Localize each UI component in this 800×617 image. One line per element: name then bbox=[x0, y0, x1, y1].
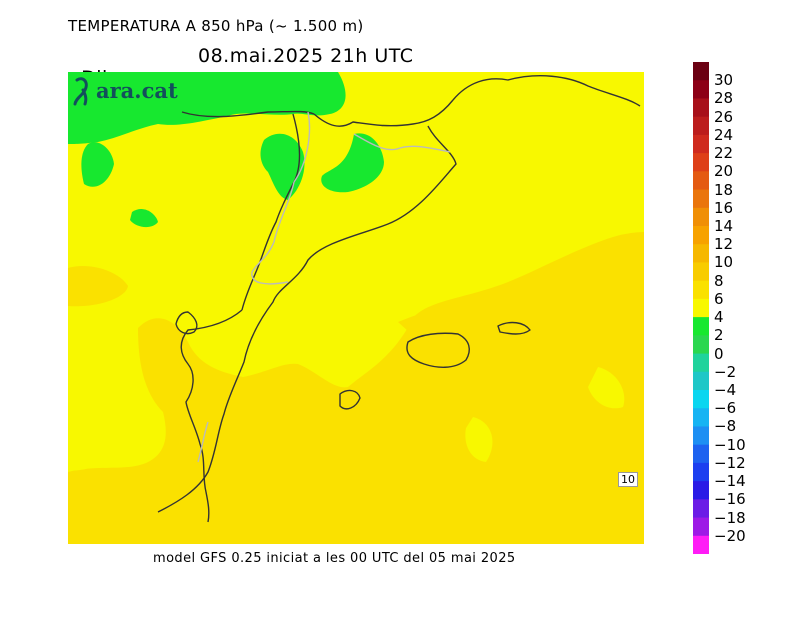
colorbar-label: 4 bbox=[714, 308, 724, 327]
colorbar-label: 18 bbox=[714, 180, 734, 199]
colorbar-label: −20 bbox=[714, 526, 746, 545]
colorbar-swatch bbox=[693, 426, 709, 446]
coastlines bbox=[157, 75, 641, 523]
colorbar-label: −18 bbox=[714, 508, 746, 527]
colorbar-label: 30 bbox=[714, 71, 734, 90]
colorbar-swatch bbox=[693, 262, 709, 282]
chart-title: TEMPERATURA A 850 hPa (~ 1.500 m) bbox=[68, 17, 364, 35]
colorbar-swatch bbox=[693, 462, 709, 482]
colorbar-label: −4 bbox=[714, 381, 737, 399]
colorbar-swatch bbox=[693, 390, 709, 409]
colorbar-swatch bbox=[693, 481, 709, 500]
yellow-pockets bbox=[68, 367, 625, 471]
colorbar-swatch bbox=[693, 408, 709, 427]
colorbar-label: −14 bbox=[714, 472, 746, 491]
contour-label: 10 bbox=[618, 472, 638, 487]
colorbar-label: 24 bbox=[714, 125, 734, 144]
colorbar-label: 6 bbox=[714, 289, 724, 308]
colorbar-swatch bbox=[693, 517, 709, 537]
colorbar-swatch bbox=[693, 371, 709, 391]
colorbar-swatches bbox=[693, 62, 709, 554]
colorbar-swatch bbox=[693, 444, 709, 464]
colorbar-label: 22 bbox=[714, 144, 734, 163]
colorbar-swatch bbox=[693, 353, 709, 373]
colorbar-swatch bbox=[693, 207, 709, 227]
colorbar-swatch bbox=[693, 98, 709, 118]
colorbar-swatch bbox=[693, 189, 709, 209]
colorbar-label: 2 bbox=[714, 326, 724, 345]
colorbar-label: 16 bbox=[714, 198, 734, 217]
borders bbox=[197, 111, 451, 463]
colorbar-label: −2 bbox=[714, 362, 737, 381]
colorbar-label: 20 bbox=[714, 162, 734, 181]
colorbar-label: 28 bbox=[714, 89, 734, 108]
temperature-map bbox=[68, 72, 644, 544]
colorbar-label: 10 bbox=[714, 253, 734, 272]
colorbar-swatch bbox=[693, 116, 709, 136]
colorbar-swatch bbox=[693, 134, 709, 154]
colorbar-label: −12 bbox=[714, 453, 746, 472]
colorbar-label: 14 bbox=[714, 217, 734, 235]
datetime-label: 08.mai.2025 21h UTC bbox=[198, 45, 414, 67]
colorbar-swatch bbox=[693, 499, 709, 519]
colorbar-label: −8 bbox=[714, 417, 737, 436]
colorbar-swatch bbox=[693, 171, 709, 191]
colorbar-swatch bbox=[693, 298, 709, 318]
brand-logo: ara.cat bbox=[96, 78, 178, 103]
colorbar-label: 8 bbox=[714, 271, 724, 290]
colorbar-swatch bbox=[693, 280, 709, 300]
colorbar-label: −10 bbox=[714, 435, 746, 454]
colorbar-swatch bbox=[693, 335, 709, 355]
colorbar-label: 12 bbox=[714, 235, 734, 254]
ara-logo-icon bbox=[73, 77, 88, 106]
warm-regions bbox=[68, 232, 644, 544]
cool-regions bbox=[68, 72, 384, 228]
colorbar-swatch bbox=[693, 153, 709, 172]
colorbar-swatch bbox=[693, 226, 709, 245]
colorbar-label: −6 bbox=[714, 399, 737, 418]
colorbar-swatch bbox=[693, 535, 709, 554]
model-footer: model GFS 0.25 iniciat a les 00 UTC del … bbox=[153, 551, 516, 566]
colorbar-label: −16 bbox=[714, 490, 746, 509]
colorbar-swatch bbox=[693, 244, 709, 263]
colorbar-swatch bbox=[693, 62, 709, 81]
colorbar-swatch bbox=[693, 80, 709, 99]
colorbar-swatch bbox=[693, 317, 709, 336]
colorbar-label: 0 bbox=[714, 344, 724, 363]
colorbar-label: 26 bbox=[714, 107, 734, 126]
